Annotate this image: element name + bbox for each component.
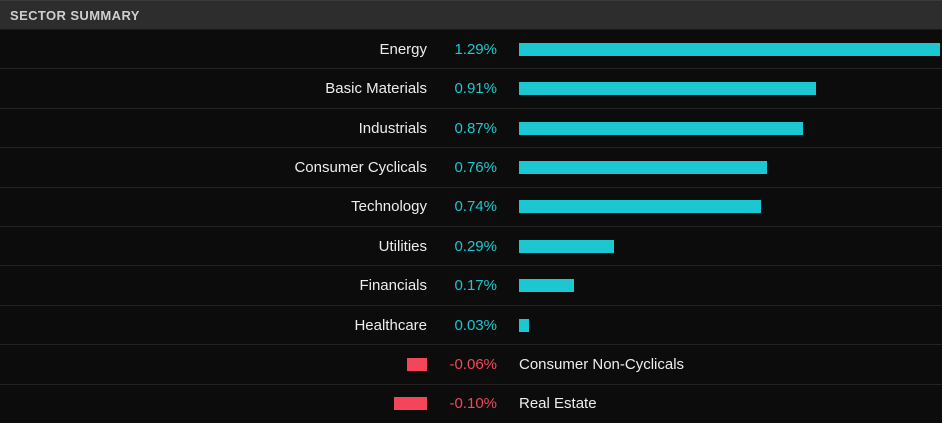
row-value-cell: 0.87% (437, 120, 497, 137)
sector-name: Utilities (378, 237, 427, 255)
row-right-cell (497, 42, 942, 56)
sector-name: Consumer Non-Cyclicals (519, 355, 685, 373)
row-right-cell (497, 160, 942, 174)
row-value-cell: 0.03% (437, 317, 497, 334)
sector-bar-negative (407, 357, 427, 371)
row-value-cell: 1.29% (437, 41, 497, 58)
panel-title: SECTOR SUMMARY (10, 7, 140, 23)
sector-name: Basic Materials (325, 80, 427, 98)
sector-row[interactable]: -0.06% Consumer Non-Cyclicals (0, 344, 942, 383)
row-value-cell: 0.76% (437, 159, 497, 176)
sector-row[interactable]: -0.10% Real Estate (0, 383, 942, 423)
row-value-cell: -0.06% (437, 356, 497, 373)
row-right-cell (497, 239, 942, 253)
row-value-cell: 0.91% (437, 80, 497, 97)
sector-change-value: 0.29% (454, 237, 497, 255)
sector-row[interactable]: Energy 1.29% (0, 29, 942, 68)
row-value-cell: 0.17% (437, 277, 497, 294)
row-right-cell (497, 121, 942, 135)
sector-bar-positive (519, 200, 761, 214)
row-left-cell: Basic Materials (0, 80, 437, 97)
sector-bar-positive (519, 279, 574, 293)
row-value-cell: 0.29% (437, 238, 497, 255)
row-left-cell: Financials (0, 277, 437, 294)
sector-name: Real Estate (519, 395, 597, 413)
sector-row[interactable]: Basic Materials 0.91% (0, 68, 942, 107)
sector-change-value: -0.10% (449, 395, 497, 413)
sector-bar-positive (519, 82, 816, 96)
sector-row[interactable]: Financials 0.17% (0, 265, 942, 304)
row-right-cell (497, 82, 942, 96)
row-left-cell (0, 357, 437, 371)
row-right-cell: Consumer Non-Cyclicals (497, 356, 942, 373)
row-left-cell: Healthcare (0, 317, 437, 334)
row-value-cell: 0.74% (437, 198, 497, 215)
sector-name: Energy (379, 40, 427, 58)
row-left-cell: Utilities (0, 238, 437, 255)
sector-name: Financials (359, 277, 427, 295)
sector-row[interactable]: Technology 0.74% (0, 186, 942, 226)
sector-change-value: 0.03% (454, 316, 497, 334)
row-value-cell: -0.10% (437, 395, 497, 412)
sector-name: Consumer Cyclicals (294, 158, 427, 176)
sector-bar-positive (519, 121, 803, 135)
sector-row[interactable]: Industrials 0.87% (0, 107, 942, 147)
sector-name: Industrials (358, 119, 427, 137)
row-right-cell (497, 318, 942, 332)
sector-change-value: 1.29% (454, 40, 497, 58)
sector-bar-positive (519, 160, 767, 174)
sector-name: Healthcare (354, 316, 427, 334)
sector-change-value: -0.06% (449, 355, 497, 373)
sector-row[interactable]: Healthcare 0.03% (0, 304, 942, 344)
sector-change-value: 0.17% (454, 277, 497, 295)
sector-bar-negative (394, 397, 427, 411)
sector-row[interactable]: Consumer Cyclicals 0.76% (0, 147, 942, 186)
sector-change-value: 0.87% (454, 119, 497, 137)
sector-bar-positive (519, 42, 940, 56)
sector-row[interactable]: Utilities 0.29% (0, 226, 942, 265)
panel-header: SECTOR SUMMARY (0, 0, 942, 29)
row-left-cell: Energy (0, 41, 437, 58)
sector-bar-positive (519, 239, 614, 253)
sector-bar-positive (519, 318, 529, 332)
sector-rows: Energy 1.29% Basic Materials 0.91% Industria… (0, 29, 942, 423)
sector-name: Technology (351, 198, 427, 216)
sector-change-value: 0.91% (454, 80, 497, 98)
sector-change-value: 0.76% (454, 158, 497, 176)
row-right-cell (497, 279, 942, 293)
sector-change-value: 0.74% (454, 198, 497, 216)
row-left-cell: Industrials (0, 120, 437, 137)
row-left-cell: Consumer Cyclicals (0, 159, 437, 176)
row-left-cell (0, 397, 437, 411)
row-right-cell: Real Estate (497, 395, 942, 412)
row-right-cell (497, 200, 942, 214)
row-left-cell: Technology (0, 198, 437, 215)
